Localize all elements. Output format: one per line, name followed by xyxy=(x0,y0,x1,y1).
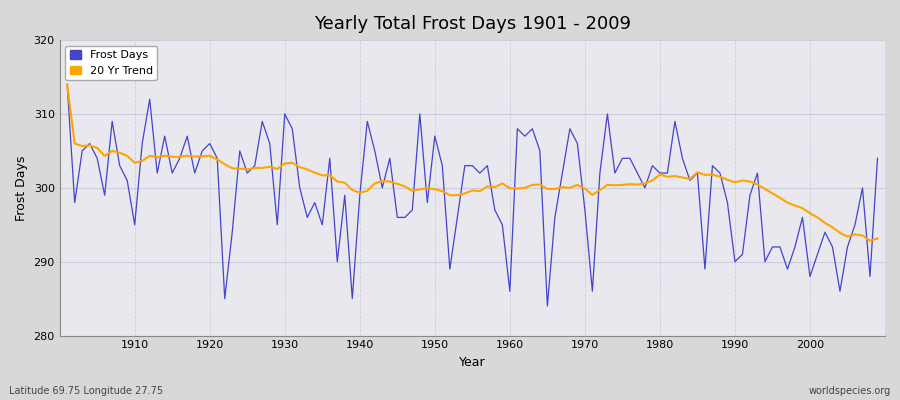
Y-axis label: Frost Days: Frost Days xyxy=(15,155,28,220)
Text: Latitude 69.75 Longitude 27.75: Latitude 69.75 Longitude 27.75 xyxy=(9,386,163,396)
Text: worldspecies.org: worldspecies.org xyxy=(809,386,891,396)
X-axis label: Year: Year xyxy=(459,356,486,369)
Legend: Frost Days, 20 Yr Trend: Frost Days, 20 Yr Trend xyxy=(65,46,158,80)
Title: Yearly Total Frost Days 1901 - 2009: Yearly Total Frost Days 1901 - 2009 xyxy=(314,15,631,33)
